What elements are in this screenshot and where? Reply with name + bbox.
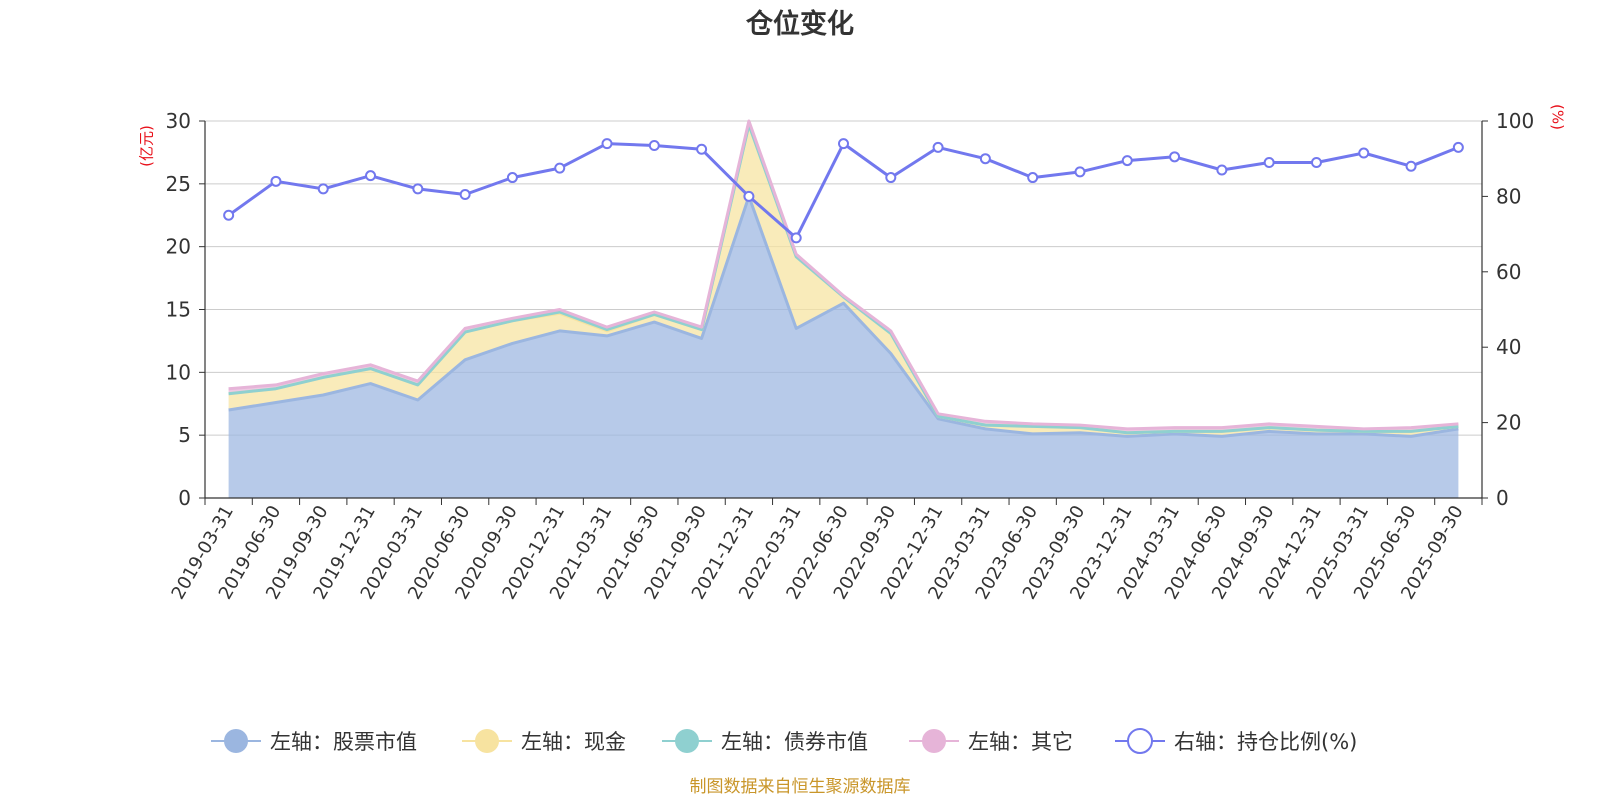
legend-swatch — [475, 729, 499, 753]
legend: 左轴：股票市值 左轴：现金 左轴：债券市值 左轴：其它 右轴：持仓比例(%) — [211, 728, 1357, 754]
ratio-point — [270, 175, 282, 187]
left-tick-label: 20 — [166, 235, 191, 259]
ratio-point — [223, 209, 235, 221]
ratio-point — [412, 183, 424, 195]
left-axis: 0 5 10 15 20 25 30 — [166, 109, 205, 510]
ratio-point — [1263, 156, 1275, 168]
left-tick-label: 25 — [166, 172, 191, 196]
legend-label: 左轴：其它 — [968, 730, 1073, 754]
ratio-point — [648, 140, 660, 152]
ratio-markers — [223, 138, 1464, 244]
ratio-point — [459, 189, 471, 201]
ratio-point — [932, 141, 944, 153]
x-axis: 2019-03-312019-06-302019-09-302019-12-31… — [167, 498, 1483, 603]
ratio-point — [601, 138, 613, 150]
ratio-point — [506, 172, 518, 184]
data-source-note: 制图数据来自恒生聚源数据库 — [690, 777, 911, 797]
ratio-point — [554, 162, 566, 174]
ratio-point — [696, 143, 708, 155]
ratio-point — [885, 172, 897, 184]
legend-swatch — [675, 729, 699, 753]
right-tick-label: 100 — [1496, 109, 1534, 133]
ratio-point — [1027, 172, 1039, 184]
right-axis: 0 20 40 60 80 100 — [1482, 109, 1534, 510]
right-axis-unit: (%) — [1549, 104, 1567, 130]
area-edge-左轴：其它 — [228, 119, 1459, 431]
left-tick-label: 0 — [178, 486, 191, 510]
ratio-point — [365, 170, 377, 182]
ratio-point — [1405, 160, 1417, 172]
left-tick-label: 30 — [166, 109, 191, 133]
left-tick-label: 15 — [166, 298, 191, 322]
ratio-point — [1074, 166, 1086, 178]
ratio-point — [317, 183, 329, 195]
right-tick-label: 40 — [1496, 335, 1521, 359]
legend-swatch — [1127, 728, 1153, 754]
area-左轴：股票市值 — [228, 196, 1459, 498]
ratio-point — [1169, 151, 1181, 163]
ratio-point — [1216, 164, 1228, 176]
ratio-point — [790, 232, 802, 244]
ratio-point — [1121, 155, 1133, 167]
chart-title: 仓位变化 — [745, 8, 854, 40]
left-tick-label: 5 — [178, 423, 191, 447]
left-axis-unit: (亿元) — [138, 125, 156, 167]
area-edge-左轴：股票市值 — [228, 194, 1459, 438]
legend-label: 左轴：现金 — [521, 730, 626, 754]
ratio-point — [1310, 156, 1322, 168]
ratio-point — [838, 138, 849, 150]
legend-swatch — [224, 729, 248, 753]
legend-label: 左轴：债券市值 — [721, 730, 868, 754]
ratio-point — [979, 153, 991, 165]
right-tick-label: 60 — [1496, 260, 1521, 284]
area-series — [228, 121, 1459, 498]
legend-swatch — [922, 729, 946, 753]
ratio-point — [1452, 141, 1464, 153]
legend-label: 左轴：股票市值 — [270, 730, 417, 754]
left-tick-label: 10 — [166, 360, 191, 384]
ratio-point — [743, 190, 755, 202]
right-tick-label: 80 — [1496, 184, 1521, 208]
right-tick-label: 20 — [1496, 411, 1521, 435]
legend-label: 右轴：持仓比例(%) — [1174, 730, 1357, 754]
right-tick-label: 0 — [1496, 486, 1509, 510]
ratio-point — [1358, 147, 1370, 159]
